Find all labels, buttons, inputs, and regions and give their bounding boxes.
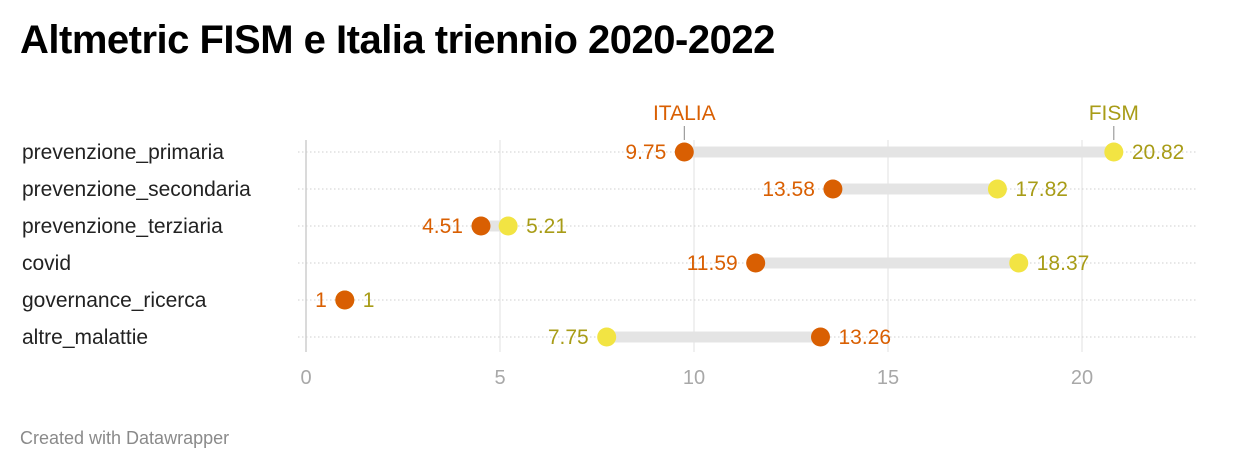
x-tick-label: 5 (494, 367, 505, 389)
data-label-fism: 20.82 (1132, 141, 1185, 164)
data-label-italia: 9.75 (625, 141, 666, 164)
dot-fism (498, 216, 518, 236)
chart-title: Altmetric FISM e Italia triennio 2020-20… (20, 18, 775, 62)
x-tick-label: 20 (1071, 367, 1093, 389)
data-label-fism: 18.37 (1037, 252, 1090, 275)
dot-fism (1104, 142, 1124, 162)
row-label: covid (22, 252, 71, 275)
row-label: prevenzione_terziaria (22, 215, 223, 238)
x-tick-label: 10 (683, 367, 705, 389)
dot-italia (335, 290, 355, 310)
dot-range-chart: 0 5 10 15 20 prevenzione_primaria 9.75 20.82 pre… (22, 102, 1198, 389)
row-label: altre_malattie (22, 326, 148, 349)
x-tick-label: 15 (877, 367, 899, 389)
data-label-italia: 13.58 (762, 178, 815, 201)
dot-italia (823, 179, 843, 199)
data-label-italia: 11.59 (687, 252, 738, 275)
legend-label-italia: ITALIA (653, 102, 716, 125)
row-label: governance_ricerca (22, 289, 207, 312)
dot-italia (674, 142, 694, 162)
row-label: prevenzione_primaria (22, 141, 224, 164)
x-tick-label: 0 (300, 367, 311, 389)
data-label-italia: 13.26 (838, 326, 891, 349)
data-label-fism: 7.75 (548, 326, 589, 349)
data-label-fism: 17.82 (1015, 178, 1068, 201)
dot-italia (746, 253, 766, 273)
data-label-italia: 1 (315, 289, 327, 312)
dot-italia (810, 327, 830, 347)
dot-italia (471, 216, 491, 236)
dot-fism (987, 179, 1007, 199)
dot-fism (1009, 253, 1029, 273)
legend-label-fism: FISM (1089, 102, 1139, 125)
row-label: prevenzione_secondaria (22, 178, 251, 201)
data-label-fism: 1 (363, 289, 375, 312)
dot-fism (597, 327, 617, 347)
data-label-italia: 4.51 (422, 215, 463, 238)
data-label-fism: 5.21 (526, 215, 567, 238)
footer-credit: Created with Datawrapper (20, 428, 230, 448)
